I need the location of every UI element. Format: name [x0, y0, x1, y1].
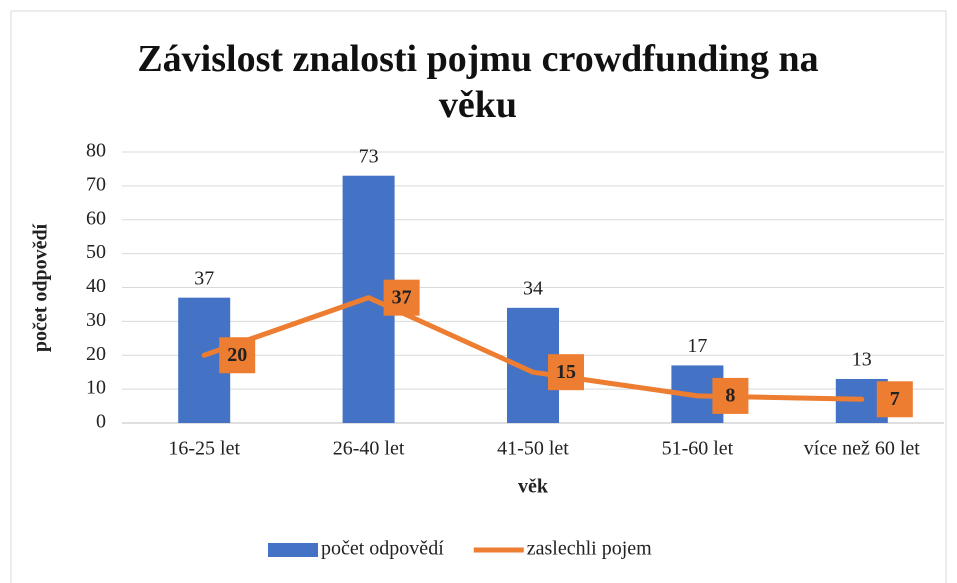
data-label-box: [548, 354, 584, 391]
x-tick-label: 16-25 let: [168, 438, 240, 460]
data-label-box: [712, 377, 749, 414]
data-label: 15: [556, 361, 576, 383]
line: [201, 295, 865, 402]
y-tick-label: 60: [86, 207, 106, 229]
legend-label: zaslechli pojem: [527, 538, 652, 560]
data-label-box: [383, 279, 420, 316]
data-label: 17: [687, 335, 707, 357]
data-label: 13: [852, 349, 872, 371]
data-label-box: [876, 381, 913, 418]
y-tick-label: 40: [86, 275, 106, 297]
x-tick-label: více než 60 let: [804, 438, 920, 460]
data-label: 73: [359, 145, 379, 167]
chart-border: [10, 10, 947, 583]
data-label-box: [219, 337, 256, 374]
y-tick-label: 80: [86, 140, 106, 162]
data-label: 8: [725, 384, 735, 406]
y-tick-label: 0: [96, 411, 106, 433]
chart-title: Závislost znalosti pojmu crowdfunding na…: [137, 38, 819, 126]
data-label: 37: [392, 286, 412, 308]
data-label: 34: [523, 277, 543, 299]
x-axis-label: věk: [518, 476, 549, 498]
x-tick-label: 41-50 let: [497, 438, 569, 460]
data-label: 20: [227, 344, 247, 366]
y-tick-label: 10: [86, 377, 106, 399]
y-axis-label: počet odpovědí: [30, 223, 52, 352]
data-label: 7: [890, 388, 900, 410]
y-tick-label: 70: [86, 173, 106, 195]
legend-swatch: [268, 543, 318, 557]
y-tick-label: 30: [86, 309, 106, 331]
y-tick-label: 50: [86, 241, 106, 263]
y-tick-label: 20: [86, 343, 106, 365]
x-tick-label: 26-40 let: [333, 438, 405, 460]
x-tick-label: 51-60 let: [662, 438, 734, 460]
legend-label: počet odpovědí: [321, 538, 444, 560]
data-label: 37: [194, 267, 214, 289]
